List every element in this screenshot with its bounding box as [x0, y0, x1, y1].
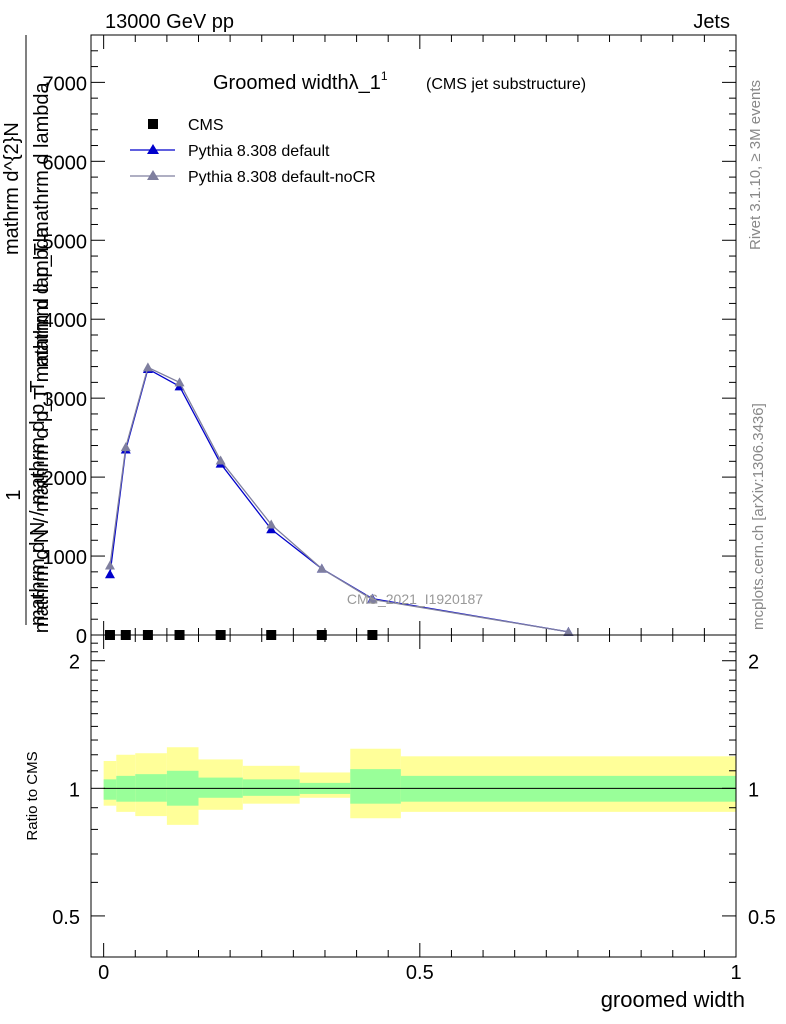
ratio-y-tick-label-right: 0.5 — [748, 907, 776, 929]
series-nocr-point — [563, 626, 574, 636]
ratio-y-tick-label-right: 1 — [748, 779, 759, 801]
series-nocr-point — [104, 560, 115, 570]
y-tick-label: 5000 — [43, 231, 88, 253]
y-label-numerator: mathrm d^{2}N — [1, 122, 23, 255]
legend: CMS Pythia 8.308 default Pythia 8.308 de… — [130, 117, 376, 186]
chart-title: Groomed widthλ_11 — [213, 69, 388, 94]
ratio-y-tick-label-right: 2 — [748, 652, 759, 674]
ratio-y-tick-label: 2 — [69, 652, 80, 674]
legend-marker-nocr — [147, 170, 159, 180]
y-tick-label: 3000 — [43, 389, 88, 411]
legend-label-default: Pythia 8.308 default — [188, 143, 330, 160]
main-series — [104, 362, 574, 640]
header-energy: 13000 GeV pp — [105, 11, 234, 33]
y-label-bottom-left: mathrm d N / mathrm d p_T — [27, 380, 49, 626]
series-nocr-point — [316, 563, 327, 573]
ratio-y-tick-label: 0.5 — [52, 907, 80, 929]
y-tick-label: 4000 — [43, 310, 88, 332]
series-default-point — [266, 524, 277, 534]
series-default-line — [109, 367, 569, 633]
mcplots-label: mcplots.cern.ch [arXiv:1306.3436] — [750, 403, 767, 630]
series-default-point — [104, 569, 115, 579]
series-nocr-point — [367, 594, 378, 604]
ratio-frame-border — [90, 634, 737, 958]
y-tick-label: 2000 — [43, 468, 88, 490]
y-tick-label: 0 — [76, 626, 87, 648]
main-y-axis: 0 1000 2000 3000 4000 5000 6000 7000 — [43, 35, 737, 648]
ratio-stat-band — [242, 779, 300, 796]
ratio-y-label: Ratio to CMS — [24, 751, 41, 840]
y-label-prefactor: 1 — [3, 489, 25, 500]
series-nocr-point — [215, 455, 226, 465]
main-y-label: 1 mathrm d^{2}N mathrm d p_T mathrm d la… — [1, 35, 53, 633]
series-nocr-point — [120, 442, 131, 452]
analysis-watermark: CMS_2021_I1920187 — [347, 591, 483, 607]
ratio-y-tick-label: 1 — [69, 779, 80, 801]
x-tick-label: 1 — [730, 962, 741, 984]
x-axis-label: groomed width — [601, 987, 745, 1012]
y-tick-label: 1000 — [43, 547, 88, 569]
rivet-label: Rivet 3.1.10, ≥ 3M events — [747, 80, 764, 250]
series-nocr-line — [109, 366, 569, 633]
x-tick-label: 0.5 — [406, 962, 434, 984]
x-tick-label: 0 — [98, 962, 109, 984]
series-nocr-point — [174, 377, 185, 387]
ratio-bands — [103, 747, 736, 825]
ratio-stat-band — [198, 777, 243, 798]
ratio-axes: 0.5 0.5 1 1 2 2 0 0.5 1 — [52, 635, 776, 984]
ratio-panel — [90, 634, 737, 958]
y-tick-label: 6000 — [43, 152, 88, 174]
legend-marker-cms — [148, 119, 158, 129]
series-nocr-point — [142, 362, 153, 372]
y-label-denominator: mathrm d p_T mathrm d lambda — [31, 81, 53, 367]
legend-label-nocr: Pythia 8.308 default-noCR — [188, 169, 376, 186]
ratio-stat-band — [350, 769, 401, 804]
y-tick-label: 7000 — [43, 73, 88, 95]
header-category: Jets — [693, 11, 730, 33]
chart-subtitle: (CMS jet substructure) — [426, 76, 586, 93]
legend-label-cms: CMS — [188, 117, 224, 134]
series-nocr-point — [266, 519, 277, 529]
y-label-bottom-right: mathrm d N / mathrm d p_T mathrm d lambd… — [31, 226, 53, 633]
ratio-stat-band — [103, 779, 117, 800]
legend-marker-default — [147, 144, 159, 154]
